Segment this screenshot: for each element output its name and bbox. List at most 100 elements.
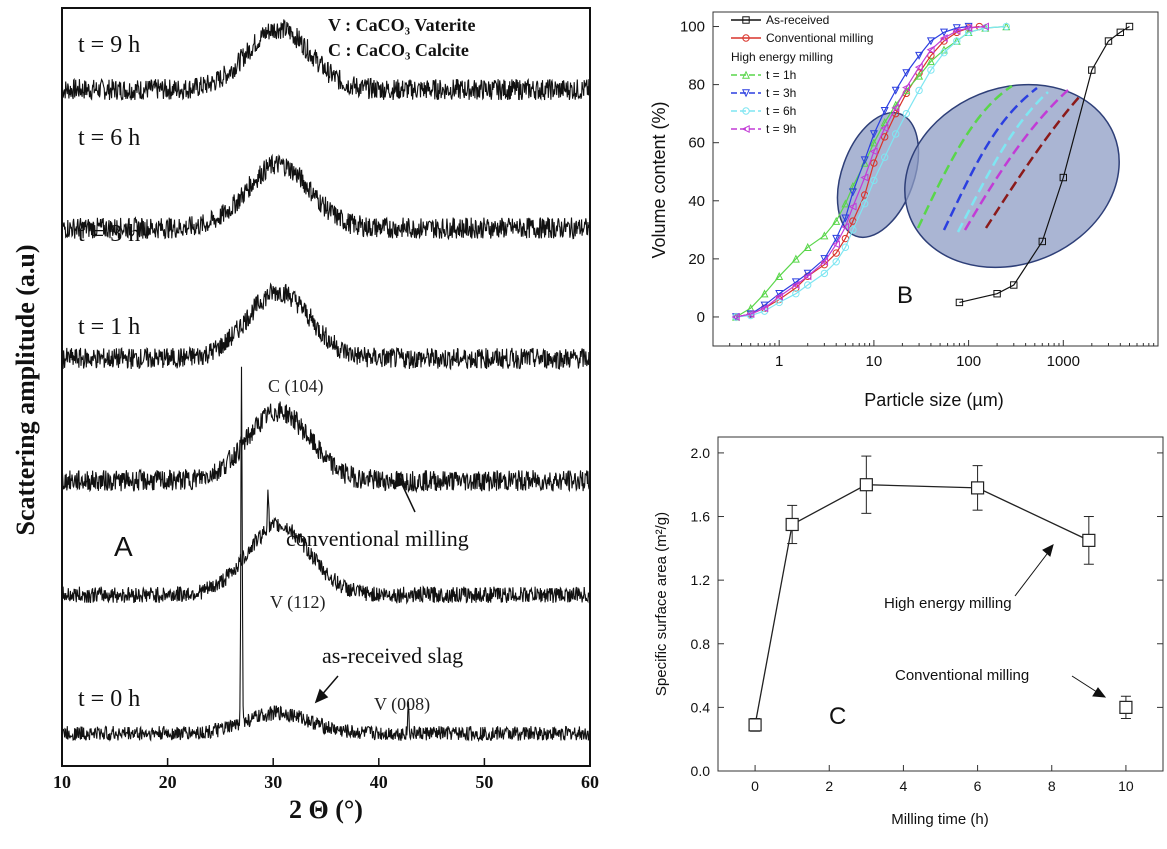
b-ytick-label: 60 <box>688 135 705 152</box>
legend-marker-t3 <box>741 89 751 98</box>
panel-a-ylabel: Scattering amplitude (a.u) <box>11 244 40 535</box>
b-series-line-t6 <box>735 25 1007 318</box>
b-point-t6 <box>892 130 900 138</box>
b-series-line-t9 <box>735 25 986 318</box>
panel-c-xlabel: Milling time (h) <box>891 811 989 828</box>
b-point-t1 <box>832 216 841 225</box>
b-ytick-label: 0 <box>697 309 705 326</box>
c-ytick-label: 2.0 <box>691 445 711 461</box>
b-point-t6 <box>775 298 783 307</box>
b-point-t6 <box>849 226 857 234</box>
c-xtick-label: 2 <box>825 778 833 794</box>
c-point <box>1082 533 1096 547</box>
b-point-t9 <box>926 45 935 54</box>
b-series-line-conventional <box>735 25 980 318</box>
panel-a-xlabel: 2 Θ (°) <box>289 795 363 824</box>
b-point-t6 <box>927 66 935 74</box>
b-point-t6 <box>820 269 829 278</box>
annotation-conventional-milling: conventional milling <box>286 526 469 551</box>
b-point-t9 <box>980 22 989 31</box>
b-point-t6 <box>870 176 878 185</box>
panel-c-series <box>748 455 1133 732</box>
c-ytick-label: 1.6 <box>691 509 711 525</box>
c-xtick-label: 10 <box>1118 778 1134 794</box>
b-point-conventional <box>832 249 840 257</box>
b-point-t1 <box>869 138 878 147</box>
legend-marker-t6 <box>742 107 750 115</box>
annotation-v112: V (112) <box>270 592 326 613</box>
panel-a-frame <box>61 7 591 767</box>
panel-c-ssa: 0 2 4 6 8 10 0.0 0.4 0.8 1.2 1.6 2.0 High energy mi… <box>653 436 1164 828</box>
c-point <box>1119 700 1133 714</box>
series-label-t3: t = 3 h <box>78 221 140 247</box>
xrd-trace-1 <box>61 153 591 241</box>
b-point-as_received <box>993 290 1001 298</box>
xrd-trace-4 <box>61 489 591 605</box>
panel-a-x-ticks: 10 20 30 40 50 60 <box>53 758 599 792</box>
c-ytick-label: 0.8 <box>691 636 711 652</box>
zoom-detail-ellipse <box>904 83 1120 269</box>
legend-header-high-energy: High energy milling <box>731 50 833 64</box>
zoom-line-t3 <box>942 87 1038 231</box>
xrd-trace-2 <box>61 282 591 371</box>
series-label-t1: t = 1 h <box>78 314 140 340</box>
a-xtick-label: 10 <box>53 772 71 792</box>
b-xtick-label: 1 <box>775 353 783 370</box>
zoom-line-conventional <box>984 95 1081 229</box>
b-ytick-label: 20 <box>688 251 705 268</box>
series-label-t9: t = 9 h <box>78 32 140 58</box>
b-point-as_received <box>1010 281 1018 289</box>
b-point-t3 <box>832 234 841 243</box>
b-point-t1 <box>760 289 769 298</box>
b-point-t9 <box>831 240 840 249</box>
legend-t9: t = 9h <box>766 122 796 136</box>
panel-b-psd: 1 10 100 1000 0 20 40 60 80 100 As-received Conve… <box>649 11 1159 410</box>
b-point-t3 <box>964 22 973 31</box>
b-point-t9 <box>820 257 829 266</box>
b-point-as_received <box>1059 173 1067 182</box>
b-point-t9 <box>964 23 973 32</box>
b-point-t9 <box>891 103 900 112</box>
b-point-t1 <box>820 231 829 240</box>
panel-a-traces <box>61 19 591 743</box>
b-point-t1 <box>775 271 784 280</box>
legend-t3: t = 3h <box>766 86 796 100</box>
legend-marker-as_received <box>742 16 750 24</box>
arrowhead-conventional <box>392 473 406 489</box>
annotation-as-received-slag: as-received slag <box>322 643 463 668</box>
arrow-high-energy <box>1014 549 1051 597</box>
xrd-trace-5 <box>61 366 591 743</box>
b-point-t3 <box>848 188 857 197</box>
series-label-t0: t = 0 h <box>78 686 140 712</box>
c-point <box>859 478 873 492</box>
b-point-t3 <box>841 214 850 223</box>
arrowhead-as-received <box>314 688 329 704</box>
a-xtick-label: 40 <box>370 772 388 792</box>
legend-t1: t = 1h <box>766 68 796 82</box>
b-point-t1 <box>841 199 850 208</box>
c-xtick-label: 6 <box>974 778 982 794</box>
b-point-t3 <box>902 69 911 78</box>
b-point-t6 <box>792 290 800 298</box>
c-xtick-label: 8 <box>1048 778 1056 794</box>
b-point-t1 <box>803 242 812 251</box>
c-ytick-label: 0.0 <box>691 763 711 779</box>
b-point-t6 <box>880 153 889 161</box>
c-point <box>748 718 762 732</box>
panel-a-xrd: 10 20 30 40 50 60 2 Θ (°) Scattering amplitud… <box>11 7 599 824</box>
panel-b-legend: As-received Conventional milling High en… <box>731 13 873 136</box>
b-point-as_received <box>1104 37 1113 45</box>
xrd-trace-0 <box>61 19 591 101</box>
a-xtick-label: 60 <box>581 772 599 792</box>
zoom-line-t9 <box>963 89 1069 231</box>
legend-t6: t = 6h <box>766 104 796 118</box>
legend-vaterite: V : CaCO₃ Vaterite <box>328 15 476 35</box>
b-series-line-as_received <box>959 25 1130 303</box>
panel-c-ticks: 0 2 4 6 8 10 0.0 0.4 0.8 1.2 1.6 2.0 <box>691 445 1163 794</box>
b-point-t9 <box>746 310 755 319</box>
arrow-conventional-c <box>1071 675 1101 695</box>
legend-as-received: As-received <box>766 13 829 27</box>
panel-c-frame <box>717 436 1164 772</box>
b-point-t1 <box>746 303 755 312</box>
